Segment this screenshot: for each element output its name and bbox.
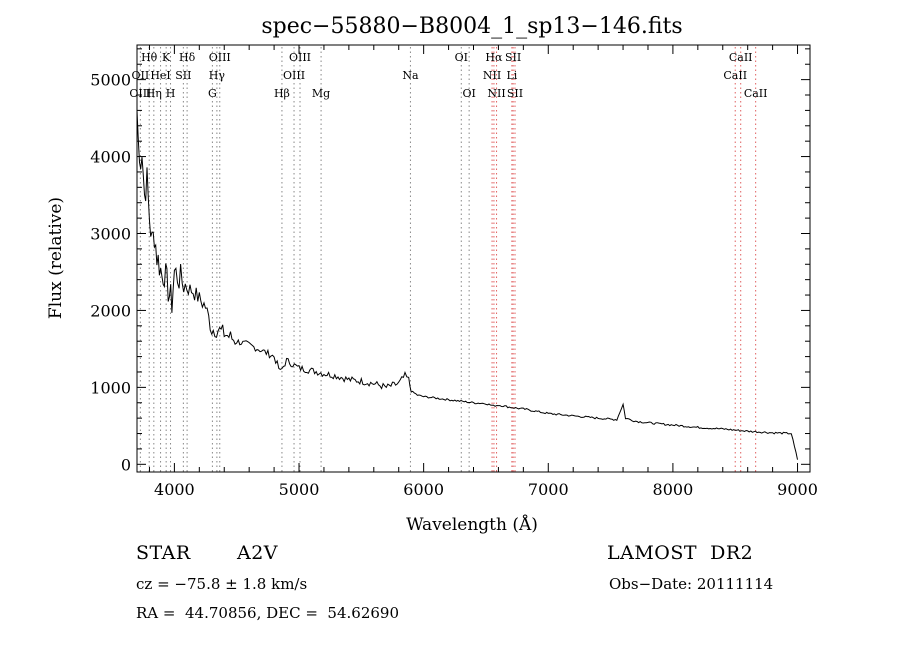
spectral-line-label: H [166, 87, 176, 100]
chart-title: spec−55880−B8004_1_sp13−146.fits [261, 14, 682, 39]
x-tick-label: 7000 [528, 480, 569, 499]
y-axis: 0 1000 2000 3000 4000 5000 [90, 48, 810, 474]
x-tick-label: 9000 [777, 480, 818, 499]
subclass: A2V [237, 542, 279, 564]
plot-frame [136, 44, 811, 473]
spectral-line-label: OIII [209, 51, 231, 64]
spectral-line-label: OII [132, 69, 150, 82]
spectral-line-label: OIII [129, 87, 151, 100]
y-tick-label: 3000 [90, 224, 131, 243]
spectral-line-label: SII [175, 69, 191, 82]
spectral-line-label: Li [506, 69, 517, 82]
spectral-line-label: Hη [146, 87, 162, 100]
x-axis-label: Wavelength (Å) [406, 514, 538, 535]
y-tick-label: 0 [121, 455, 131, 474]
y-tick-label: 5000 [90, 71, 131, 90]
spectral-line-label: Hα [485, 51, 503, 64]
spectral-line-label: CaII [729, 51, 753, 64]
redshift-value: cz = −75.8 ± 1.8 km/s [136, 575, 308, 593]
spectral-line-label: OI [462, 87, 475, 100]
spectral-line-label: Na [402, 69, 419, 82]
spectral-line-label: HeI [150, 69, 170, 82]
spectral-line-label: SII [505, 51, 521, 64]
spectral-line-markers [139, 47, 757, 472]
spectral-line-label: SII [507, 87, 523, 100]
y-axis-label: Flux (relative) [46, 197, 66, 319]
spectral-line-label: OIII [283, 69, 305, 82]
spectral-line-label: G [208, 87, 217, 100]
x-tick-label: 4000 [154, 480, 195, 499]
x-tick-label: 5000 [279, 480, 320, 499]
survey-name: LAMOST DR2 [607, 542, 754, 564]
spectrum-series-line [136, 110, 798, 460]
x-tick-label: 8000 [653, 480, 694, 499]
spectral-line-label: Hγ [209, 69, 226, 82]
spectral-line-label: CaII [744, 87, 768, 100]
x-axis: 4000 5000 6000 7000 8000 9000 [148, 45, 818, 499]
x-tick-label: 6000 [403, 480, 444, 499]
spectral-line-label: NII [487, 87, 505, 100]
y-tick-label: 1000 [90, 378, 131, 397]
y-tick-label: 4000 [90, 148, 131, 167]
observation-date: Obs−Date: 20111114 [609, 575, 774, 593]
spectral-line-label: Hδ [179, 51, 196, 64]
spectral-line-label: Mg [312, 87, 330, 100]
spectral-line-label: Hβ [274, 87, 290, 100]
coordinates: RA = 44.70856, DEC = 54.62690 [136, 604, 400, 622]
y-tick-label: 2000 [90, 301, 131, 320]
spectral-line-label: OI [455, 51, 468, 64]
object-class: STAR [136, 542, 191, 564]
spectral-line-label: Hθ [141, 51, 158, 64]
spectral-line-label: NII [483, 69, 501, 82]
spectral-line-label: K [162, 51, 171, 64]
spectral-line-label: CaII [723, 69, 747, 82]
spectral-line-label: OIII [289, 51, 311, 64]
